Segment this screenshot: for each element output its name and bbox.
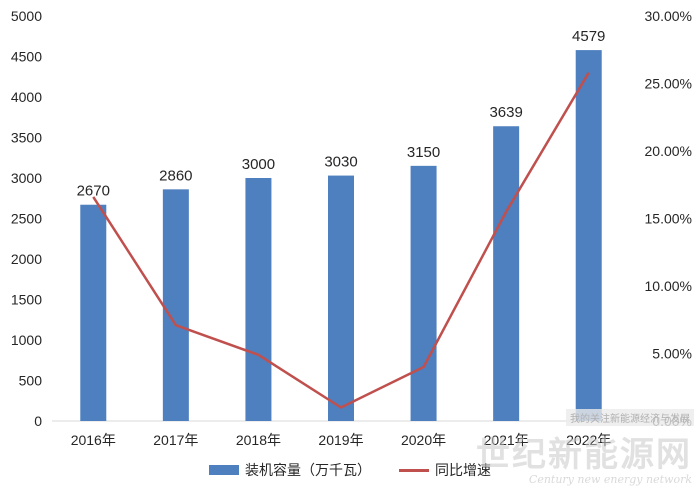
bar (80, 204, 107, 421)
bar-data-label: 3150 (407, 144, 440, 161)
left-axis-tick-label: 2500 (11, 211, 42, 227)
left-axis-tick-label: 4500 (11, 49, 42, 65)
bar (162, 189, 189, 421)
legend-label-line: 同比增速 (435, 462, 491, 478)
bar-data-label: 3000 (242, 156, 275, 173)
watermark-subtitle: Century new energy network (528, 473, 692, 486)
bar-series (80, 50, 602, 421)
right-axis-tick-label: 5.00% (652, 346, 692, 362)
left-axis-tick-label: 5000 (11, 8, 42, 24)
left-axis-tick-label: 0 (34, 413, 42, 429)
x-axis-tick-label: 2018年 (236, 432, 281, 448)
left-axis-tick-label: 2000 (11, 251, 42, 267)
x-axis-tick-label: 2019年 (318, 432, 363, 448)
right-axis-tick-label: 15.00% (645, 211, 692, 227)
legend-swatch-bar (209, 465, 239, 475)
right-axis-tick-label: 30.00% (645, 8, 692, 24)
left-axis-tick-label: 1000 (11, 332, 42, 348)
right-axis-ticks: 0.00%5.00%10.00%15.00%20.00%25.00%30.00% (645, 8, 692, 429)
left-axis-tick-label: 4000 (11, 89, 42, 105)
bar-data-label: 2860 (159, 167, 192, 184)
watermark-tag: 我的关注新能源经济与发展 (566, 409, 694, 426)
bar (575, 50, 602, 421)
bar (493, 126, 520, 421)
left-axis-tick-label: 500 (19, 373, 43, 389)
bar-data-label: 4579 (572, 28, 605, 45)
right-axis-tick-label: 25.00% (645, 76, 692, 92)
x-axis-tick-label: 2022年 (566, 432, 611, 448)
bar-data-label: 2670 (77, 183, 110, 200)
legend-swatch-line (399, 468, 429, 472)
left-axis-tick-label: 3500 (11, 130, 42, 146)
x-axis-tick-label: 2017年 (153, 432, 198, 448)
right-axis-tick-label: 20.00% (645, 143, 692, 159)
left-axis-ticks: 0 500 1000 1500 2000 2500 3000 3500 4000 4500 5000 (11, 8, 42, 429)
bar-data-label: 3030 (324, 154, 357, 171)
x-axis-tick-label: 2020年 (401, 432, 446, 448)
x-axis-tick-label: 2016年 (71, 432, 116, 448)
left-axis-tick-label: 3000 (11, 170, 42, 186)
bar (410, 165, 437, 421)
left-axis-tick-label: 1500 (11, 292, 42, 308)
bar-data-labels: 2670 2860 3000 3030 3150 3639 4579 (77, 28, 606, 200)
bar-data-label: 3639 (489, 104, 522, 121)
legend-item-line[interactable]: 同比增速 (399, 460, 491, 480)
x-axis-ticks: 2016年 2017年 2018年 2019年 2020年 2021年 2022年 (71, 432, 612, 448)
bar (328, 175, 354, 421)
x-axis-tick-label: 2021年 (484, 432, 529, 448)
legend: 装机容量（万千瓦） 同比增速 (0, 460, 700, 480)
right-axis-tick-label: 10.00% (645, 278, 692, 294)
watermark: 世纪新能源网 Century new energy network (476, 437, 692, 486)
legend-item-bar[interactable]: 装机容量（万千瓦） (209, 460, 371, 480)
line-series (92, 72, 590, 409)
watermark-title: 世纪新能源网 (476, 435, 692, 475)
legend-label-bar: 装机容量（万千瓦） (245, 462, 371, 478)
bar (245, 178, 272, 421)
